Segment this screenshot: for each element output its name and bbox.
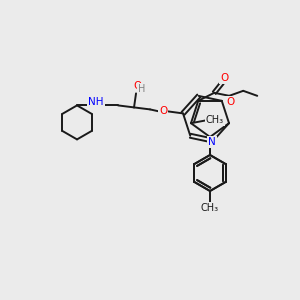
Text: CH₃: CH₃ [206,115,224,125]
Text: O: O [226,97,234,107]
Text: CH₃: CH₃ [201,203,219,213]
Text: O: O [133,81,141,92]
Text: H: H [138,84,146,94]
Text: O: O [159,106,167,116]
Text: NH: NH [88,98,104,107]
Text: O: O [220,73,228,83]
Text: N: N [208,137,216,147]
